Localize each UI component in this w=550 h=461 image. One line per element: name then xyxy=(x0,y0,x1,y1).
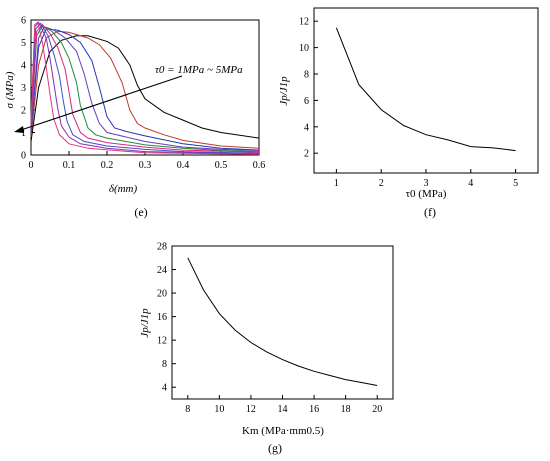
panel-g: 8 10 12 14 16 18 20 4 8 12 16 20 24 28 Km (MPa·mm0.5… xyxy=(139,242,394,455)
panel-e-y-tick-label: 6 xyxy=(21,16,26,27)
panel-e-y-label: σ (MPa) xyxy=(4,71,16,108)
panel-f-x-tick-label: 2 xyxy=(379,178,384,189)
panel-f-y-tick-label: 6 xyxy=(304,96,309,107)
panel-e-frame xyxy=(30,19,260,156)
panel-e-series-line-6 xyxy=(30,23,260,153)
panel-g-caption: (g) xyxy=(268,441,282,455)
panel-g-y-ticks: 4 8 12 16 20 24 28 xyxy=(157,242,176,394)
panel-e-series-line-4 xyxy=(30,26,260,151)
panel-e-x-tick-label: 0.4 xyxy=(177,160,190,171)
panel-e-y-tick-label: 2 xyxy=(21,106,26,117)
panel-e-x-label: δ(mm) xyxy=(109,183,138,195)
panel-f-y-tick-label: 12 xyxy=(299,17,309,28)
panel-e-x-tick-label: 0.3 xyxy=(139,160,152,171)
panel-g-series xyxy=(187,257,378,386)
panel-g-x-label: Km (MPa·mm0.5) xyxy=(242,425,324,437)
panel-f-x-label: τ0 (MPa) xyxy=(406,188,447,200)
panel-f-y-tick-label: 2 xyxy=(304,149,309,160)
panel-g-y-tick-label: 16 xyxy=(157,312,167,323)
panel-e-x-tick-label: 0.2 xyxy=(101,160,114,171)
panel-f-frame xyxy=(313,7,539,174)
panel-f-x-tick-label: 4 xyxy=(468,178,473,189)
panel-g-y-tick-label: 8 xyxy=(162,359,167,370)
panel-f-series-line-1 xyxy=(335,27,516,152)
panel-e-series-line-1 xyxy=(30,35,260,142)
panel-e-series-line-3 xyxy=(30,28,260,151)
panel-e-y-tick-label: 0 xyxy=(21,151,26,162)
panel-e-annotation-arrow xyxy=(17,75,183,132)
panel-e-series-line-7 xyxy=(30,22,260,154)
panel-e-caption: (e) xyxy=(134,205,147,219)
panel-f-x-tick-label: 5 xyxy=(513,178,518,189)
panel-e-x-tick-label: 0.6 xyxy=(253,160,266,171)
panel-g-frame xyxy=(171,245,394,400)
panel-g-y-label: Jp/J1p xyxy=(139,308,151,338)
panel-g-x-tick-label: 12 xyxy=(246,404,256,415)
panel-g-y-tick-label: 4 xyxy=(162,383,167,394)
panel-e-series-line-9 xyxy=(30,21,260,155)
panel-e-arrow-head xyxy=(14,126,24,133)
panel-f-y-ticks: 2 4 6 8 10 12 xyxy=(299,17,318,160)
panel-g-x-ticks: 8 10 12 14 16 18 20 xyxy=(185,395,382,415)
panel-e-y-tick-label: 1 xyxy=(21,128,26,139)
panel-e-y-tick-label: 4 xyxy=(21,61,26,72)
panel-f-caption: (f) xyxy=(424,205,436,219)
panel-e-y-tick-label: 5 xyxy=(21,38,26,49)
panel-e-x-tick-label: 0.5 xyxy=(215,160,228,171)
panel-f-x-ticks: 1 2 3 4 5 xyxy=(334,169,518,189)
panel-e-series-line-8 xyxy=(30,21,260,155)
panel-e-annotation: τ0 = 1MPa ~ 5MPa xyxy=(155,64,243,76)
panel-g-x-tick-label: 18 xyxy=(341,404,351,415)
panel-e-series xyxy=(30,21,260,155)
panel-g-y-tick-label: 28 xyxy=(157,242,167,253)
panel-g-x-tick-label: 14 xyxy=(278,404,288,415)
panel-f-y-tick-label: 4 xyxy=(304,122,309,133)
panel-f-x-tick-label: 1 xyxy=(334,178,339,189)
panel-g-x-tick-label: 10 xyxy=(214,404,224,415)
panel-g-y-tick-label: 20 xyxy=(157,289,167,300)
panel-e-x-tick-label: 0 xyxy=(29,160,34,171)
panel-f-x-tick-label: 3 xyxy=(424,178,429,189)
panel-f-series xyxy=(335,27,516,152)
panel-g-x-tick-label: 16 xyxy=(309,404,319,415)
panel-g-y-tick-label: 12 xyxy=(157,336,167,347)
panel-e-y-tick-label: 3 xyxy=(21,83,26,94)
panel-f-y-tick-label: 8 xyxy=(304,70,309,81)
panel-e-x-tick-label: 0.1 xyxy=(63,160,76,171)
panel-g-series-line-1 xyxy=(187,257,378,386)
panel-g-x-tick-label: 20 xyxy=(372,404,382,415)
panel-e-series-line-2 xyxy=(30,30,260,149)
panel-g-y-tick-label: 24 xyxy=(157,265,167,276)
panel-g-x-tick-label: 8 xyxy=(185,404,190,415)
panel-f-y-label: Jp/J1p xyxy=(278,76,290,106)
panel-f-y-tick-label: 10 xyxy=(299,43,309,54)
panel-e: 0 0.1 0.2 0.3 0.4 0.5 0.6 0 1 2 3 4 5 6 τ0 = 1MPa ~ … xyxy=(4,16,265,220)
